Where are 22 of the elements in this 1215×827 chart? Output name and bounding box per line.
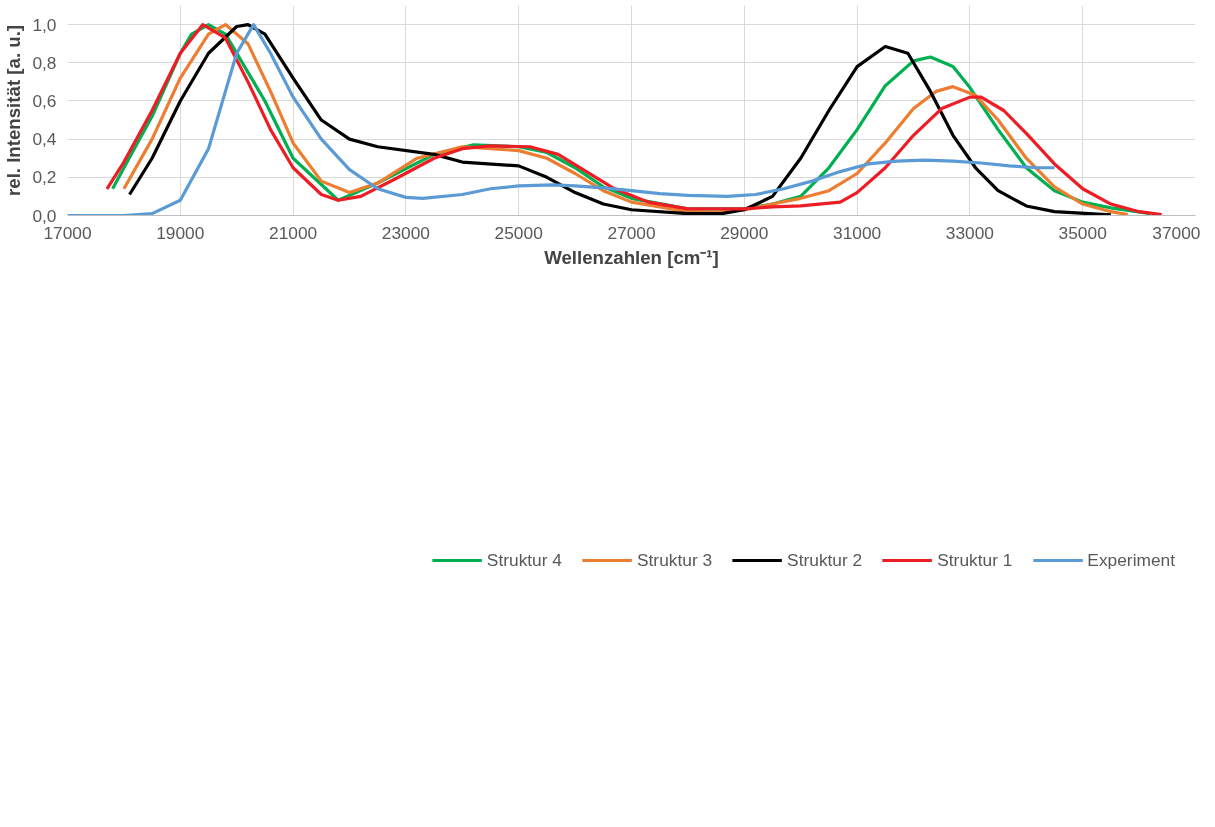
x-tick-label: 35000 <box>1058 222 1107 243</box>
y-axis-title: rel. Intensität [a. u.] <box>3 24 25 197</box>
legend-label: Struktur 3 <box>636 549 713 571</box>
x-tick-label: 23000 <box>381 222 430 243</box>
x-axis-title: Wellenzahlen [cm⁻¹] <box>544 246 719 268</box>
x-tick-label: 27000 <box>607 222 656 243</box>
legend-label: Struktur 4 <box>486 549 562 571</box>
x-tick-label: 33000 <box>945 222 994 243</box>
x-tick-label: 21000 <box>269 222 318 243</box>
x-tick-label: 29000 <box>720 222 769 243</box>
legend-label: Struktur 2 <box>787 549 863 571</box>
y-tick-label: 0,6 <box>32 90 57 111</box>
legend-label: Experiment <box>1087 549 1175 571</box>
legend-label: Struktur 1 <box>937 549 1013 571</box>
x-tick-label: 25000 <box>494 222 543 243</box>
y-tick-label: 0,8 <box>32 52 57 73</box>
x-tick-label: 37000 <box>1152 222 1201 243</box>
x-tick-label: 19000 <box>156 222 205 243</box>
y-tick-label: 1,0 <box>32 14 57 35</box>
x-tick-label: 31000 <box>833 222 882 243</box>
y-tick-label: 0,2 <box>32 167 57 188</box>
y-tick-label: 0,4 <box>32 129 57 150</box>
